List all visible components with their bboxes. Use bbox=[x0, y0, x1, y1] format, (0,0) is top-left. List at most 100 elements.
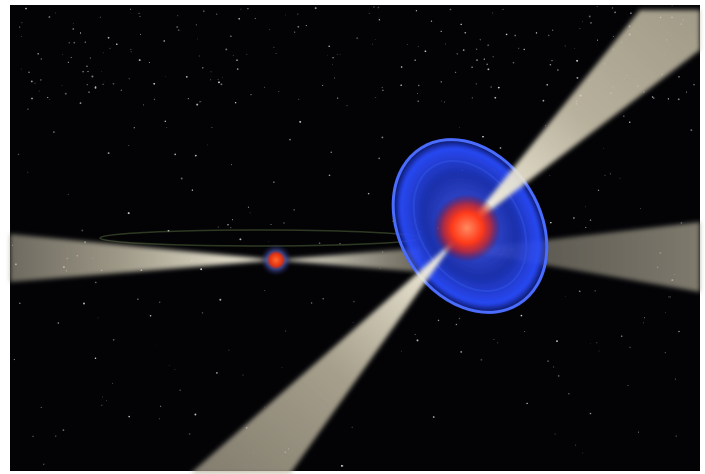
star bbox=[165, 76, 166, 78]
star bbox=[179, 389, 181, 391]
star bbox=[475, 83, 477, 85]
star bbox=[554, 433, 556, 435]
star bbox=[549, 174, 551, 176]
star bbox=[330, 151, 332, 153]
star bbox=[589, 219, 592, 221]
star bbox=[492, 12, 494, 14]
star bbox=[73, 41, 76, 44]
star bbox=[240, 8, 242, 10]
star bbox=[70, 56, 72, 59]
star bbox=[550, 221, 552, 224]
star bbox=[40, 406, 42, 408]
star bbox=[95, 86, 97, 88]
star bbox=[115, 43, 118, 46]
star bbox=[230, 164, 233, 166]
star bbox=[164, 120, 167, 123]
star bbox=[318, 242, 321, 244]
star bbox=[40, 58, 43, 60]
star bbox=[81, 229, 84, 232]
star bbox=[48, 16, 51, 18]
star bbox=[239, 238, 242, 241]
star bbox=[247, 206, 250, 208]
star bbox=[596, 342, 598, 344]
star bbox=[551, 59, 553, 62]
star bbox=[177, 29, 180, 32]
star bbox=[578, 290, 581, 293]
star bbox=[620, 335, 623, 338]
star bbox=[483, 58, 485, 60]
star bbox=[102, 52, 104, 54]
star bbox=[25, 7, 27, 10]
star bbox=[523, 48, 525, 51]
star bbox=[514, 34, 517, 37]
star bbox=[297, 13, 299, 15]
star bbox=[139, 15, 141, 17]
star bbox=[154, 345, 156, 347]
star bbox=[148, 62, 150, 63]
star bbox=[670, 296, 671, 298]
star bbox=[400, 66, 403, 68]
star bbox=[270, 224, 272, 225]
star bbox=[28, 71, 30, 74]
star bbox=[72, 28, 75, 30]
star bbox=[254, 17, 256, 20]
star bbox=[482, 135, 484, 138]
star bbox=[573, 48, 575, 49]
star bbox=[547, 34, 550, 37]
star bbox=[130, 48, 132, 50]
star bbox=[579, 28, 581, 29]
star bbox=[367, 192, 370, 195]
star bbox=[275, 52, 277, 54]
star bbox=[678, 330, 680, 333]
star bbox=[582, 21, 583, 23]
star bbox=[576, 59, 579, 62]
star bbox=[174, 369, 176, 371]
star bbox=[535, 32, 538, 34]
star bbox=[378, 19, 381, 21]
star bbox=[549, 64, 552, 66]
star bbox=[210, 79, 212, 81]
disk-inner-ring bbox=[412, 159, 528, 293]
star bbox=[285, 14, 286, 16]
star bbox=[444, 101, 446, 103]
star bbox=[377, 6, 380, 9]
star bbox=[374, 39, 376, 40]
star bbox=[629, 121, 631, 123]
star bbox=[19, 26, 21, 28]
star bbox=[55, 12, 56, 14]
star bbox=[198, 55, 200, 57]
star bbox=[238, 17, 241, 20]
star bbox=[250, 94, 252, 96]
star bbox=[430, 20, 433, 22]
star bbox=[103, 81, 105, 83]
star bbox=[340, 464, 343, 467]
star bbox=[440, 81, 442, 83]
star bbox=[651, 96, 654, 98]
star bbox=[293, 209, 295, 211]
star bbox=[322, 297, 324, 300]
star bbox=[102, 396, 103, 398]
star bbox=[596, 6, 598, 7]
star bbox=[346, 104, 348, 107]
star bbox=[289, 138, 291, 141]
star bbox=[128, 145, 130, 146]
star bbox=[130, 51, 132, 53]
star bbox=[201, 312, 204, 314]
star bbox=[163, 40, 165, 42]
star bbox=[202, 10, 205, 12]
star bbox=[479, 39, 481, 41]
star bbox=[328, 45, 330, 47]
star bbox=[556, 340, 558, 342]
star bbox=[557, 375, 560, 377]
star bbox=[185, 76, 188, 78]
star bbox=[174, 153, 177, 156]
star bbox=[644, 317, 645, 319]
star bbox=[196, 103, 199, 106]
star bbox=[456, 53, 458, 55]
star bbox=[502, 8, 504, 10]
star bbox=[153, 98, 156, 101]
star bbox=[87, 71, 89, 73]
star bbox=[217, 226, 219, 228]
star bbox=[604, 174, 606, 176]
star bbox=[331, 63, 333, 65]
